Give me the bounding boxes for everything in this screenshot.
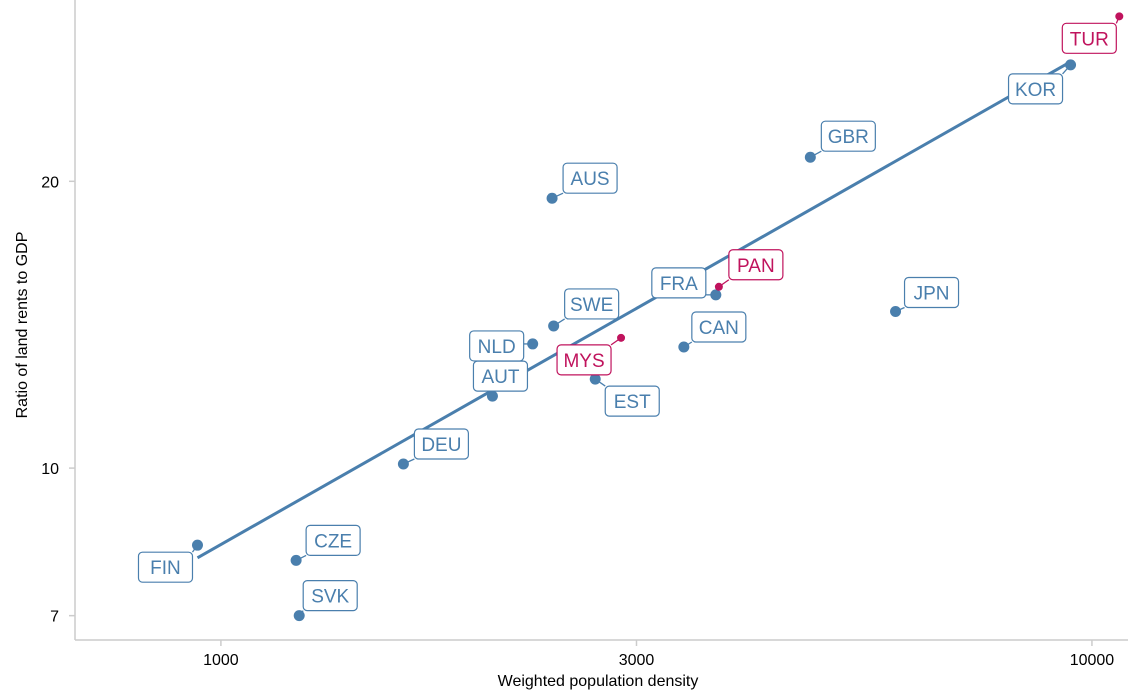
- label-box: [413, 428, 469, 460]
- y-tick-label: 7: [50, 609, 59, 626]
- marker: [191, 539, 203, 551]
- label-box: [691, 311, 747, 343]
- point-label: CAN: [699, 318, 739, 339]
- point-mys: MYS: [556, 333, 626, 376]
- point-label: JPN: [914, 284, 950, 305]
- label-box: [556, 344, 612, 376]
- point-fra: FRA: [651, 267, 722, 301]
- label-box: [820, 120, 876, 152]
- point-fin: FIN: [137, 539, 203, 583]
- point-label: PAN: [737, 256, 775, 277]
- points-group: FIN CZE SVK DEU AUT NLD AUS SWE EST CAN FRA GBR JPN K…: [137, 12, 1124, 622]
- marker: [290, 554, 302, 566]
- point-label: AUT: [481, 367, 519, 388]
- fit-line-group: [196, 60, 1072, 560]
- marker: [546, 192, 558, 204]
- marker: [714, 282, 723, 291]
- point-label: CZE: [314, 531, 352, 552]
- point-label: FIN: [150, 558, 181, 579]
- label-box: [651, 267, 707, 299]
- label-box: [1007, 73, 1064, 105]
- point-kor: KOR: [1007, 59, 1077, 105]
- y-axis-title: Ratio of land rents to GDP: [14, 232, 31, 419]
- point-est: EST: [589, 373, 660, 417]
- point-can: CAN: [678, 311, 747, 353]
- x-axis-title: Weighted population density: [498, 673, 699, 690]
- point-label: AUS: [571, 169, 610, 190]
- label-box: [562, 162, 618, 194]
- label-box: [564, 288, 620, 320]
- point-jpn: JPN: [890, 276, 960, 318]
- marker: [1115, 12, 1124, 21]
- label-box: [903, 276, 960, 309]
- y-tick-label: 20: [41, 174, 59, 191]
- axis-ticks: 1000 3000 10000 7 10 20: [41, 174, 1114, 669]
- label-box: [728, 249, 784, 281]
- marker: [617, 333, 626, 342]
- x-tick-label: 10000: [1070, 652, 1115, 669]
- point-label: EST: [614, 392, 651, 413]
- marker: [710, 289, 722, 301]
- point-swe: SWE: [548, 288, 620, 332]
- point-label: NLD: [478, 337, 516, 358]
- fit-line: [196, 60, 1072, 560]
- point-label: SWE: [570, 295, 613, 316]
- point-label: DEU: [421, 435, 461, 456]
- point-label: FRA: [660, 274, 698, 295]
- label-box: [305, 524, 361, 557]
- label-box: [604, 385, 660, 417]
- marker: [397, 458, 409, 470]
- marker: [527, 338, 539, 350]
- marker: [486, 390, 498, 402]
- marker: [1065, 59, 1077, 71]
- label-box: [1061, 22, 1117, 54]
- marker: [293, 610, 305, 622]
- point-svk: SVK: [293, 580, 358, 622]
- point-aut: AUT: [472, 360, 529, 402]
- marker: [548, 320, 560, 332]
- point-label: MYS: [563, 351, 604, 372]
- label-box: [302, 580, 358, 612]
- marker: [804, 151, 816, 163]
- point-aus: AUS: [546, 162, 618, 204]
- point-label: SVK: [311, 587, 349, 608]
- marker: [589, 373, 601, 385]
- y-tick-label: 10: [41, 461, 59, 478]
- marker: [890, 306, 902, 318]
- marker: [678, 341, 690, 353]
- point-pan: PAN: [714, 249, 784, 291]
- label-box: [137, 551, 194, 583]
- label-box: [469, 330, 525, 362]
- point-cze: CZE: [290, 524, 361, 566]
- point-gbr: GBR: [804, 120, 876, 163]
- x-tick-label: 3000: [619, 652, 655, 669]
- point-deu: DEU: [397, 428, 469, 470]
- point-nld: NLD: [469, 330, 539, 362]
- point-label: TUR: [1070, 29, 1109, 50]
- point-tur: TUR: [1061, 12, 1124, 54]
- point-label: KOR: [1015, 80, 1056, 101]
- point-label: GBR: [828, 127, 869, 148]
- x-tick-label: 1000: [203, 652, 239, 669]
